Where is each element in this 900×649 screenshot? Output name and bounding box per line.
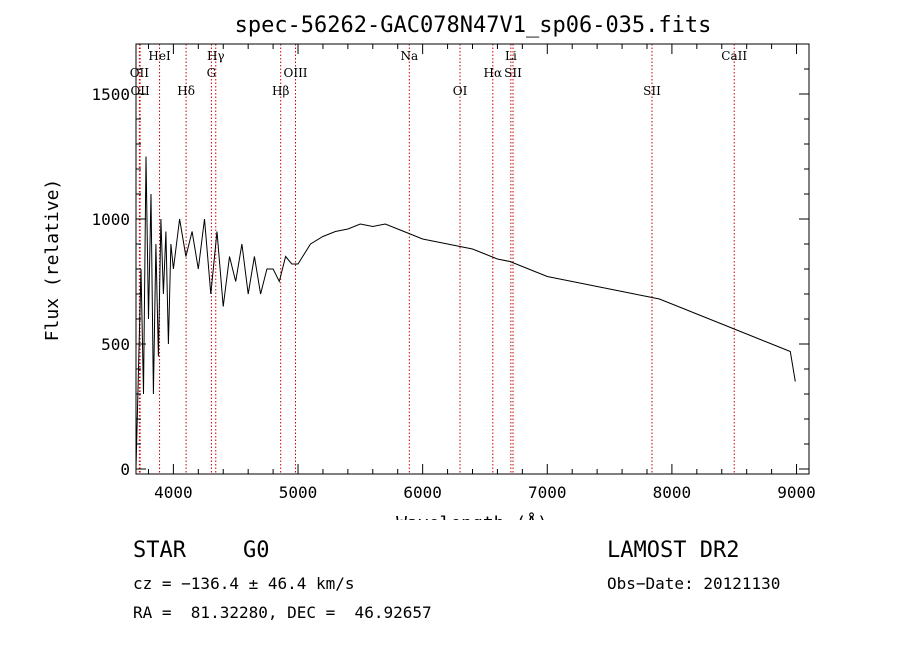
spectral-line-label: Hβ — [272, 84, 289, 98]
spectral-line-label: SII — [504, 66, 522, 80]
survey-name: LAMOST DR2 — [607, 538, 740, 563]
x-tick-label: 4000 — [154, 483, 193, 502]
plot-frame — [135, 43, 810, 475]
y-axis-label: Flux (relative) — [42, 179, 63, 342]
spectral-line-label: Hα — [484, 66, 503, 80]
spectral-line-label: CaII — [721, 49, 747, 63]
spectral-line-label: HeI — [148, 49, 171, 63]
x-tick-label: 5000 — [279, 483, 318, 502]
x-tick-label: 6000 — [403, 483, 442, 502]
observation-date: Obs−Date: 20121130 — [607, 574, 781, 593]
spectral-line-label: OI — [453, 84, 468, 98]
y-tick-label: 1000 — [91, 210, 130, 229]
spectral-line-label: OII — [130, 84, 150, 98]
x-axis-label: Wavelength (Å) — [396, 512, 548, 520]
y-tick-label: 1500 — [91, 85, 130, 104]
x-tick-label: 7000 — [528, 483, 567, 502]
spectral-line-label: Li — [505, 49, 517, 63]
object-subclass: G0 — [243, 538, 270, 563]
spectral-line-label: Hγ — [207, 49, 225, 63]
x-tick-label: 8000 — [653, 483, 692, 502]
y-tick-label: 500 — [101, 335, 130, 354]
spectral-line-label: G — [207, 66, 217, 80]
spectral-line-label: Na — [400, 49, 418, 63]
spectrum-series — [135, 156, 796, 470]
x-tick-label: 9000 — [777, 483, 816, 502]
object-class: STAR — [133, 538, 186, 563]
spectrum-line — [135, 156, 796, 470]
axes: 4000 5000 6000 7000 8000 9000 0 500 1000 1500 — [91, 43, 816, 502]
coordinates: RA = 81.32280, DEC = 46.92657 — [133, 603, 432, 622]
redshift-velocity: cz = −136.4 ± 46.4 km/s — [133, 574, 355, 593]
spectral-line-label: OIII — [283, 66, 307, 80]
spectral-line-label: Hδ — [177, 84, 195, 98]
chart-title: spec-56262-GAC078N47V1_sp06-035.fits — [235, 13, 712, 38]
spectral-line-label: OII — [130, 66, 150, 80]
spectrum-chart: spec-56262-GAC078N47V1_sp06-035.fits Wav… — [42, 13, 816, 520]
spectral-line-label: SII — [643, 84, 661, 98]
y-tick-label: 0 — [120, 460, 130, 479]
